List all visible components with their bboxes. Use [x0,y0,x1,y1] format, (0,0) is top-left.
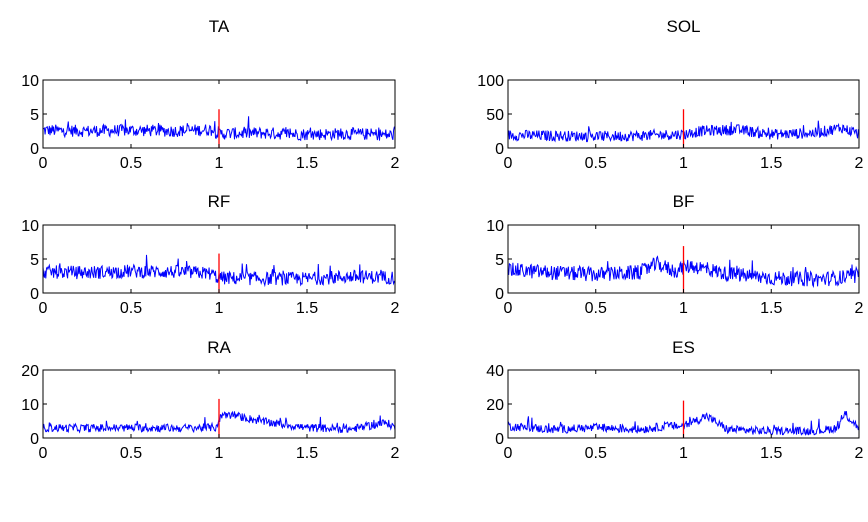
x-tick-label: 1.5 [296,300,318,317]
x-tick-label: 0.5 [120,155,142,172]
x-tick-label: 1 [679,300,688,317]
y-tick-label: 40 [486,363,504,380]
x-tick-label: 1.5 [760,445,782,462]
y-tick-label: 10 [486,218,504,235]
x-tick-label: 2 [391,445,400,462]
x-tick-label: 1.5 [760,155,782,172]
x-tick-label: 2 [391,300,400,317]
panel-rf: RF 0 0.5 1 1.5 2 0 5 10 [21,192,399,317]
x-tick-label: 1 [215,300,224,317]
y-tick-label: 10 [21,218,39,235]
x-tick-label: 1.5 [296,445,318,462]
y-tick-label: 0 [30,286,39,303]
panel-ta: TA 0 0.5 1 1.5 2 0 5 10 [21,17,399,172]
panel-title: RA [207,338,231,357]
panel-title: SOL [666,17,700,36]
y-tick-label: 50 [486,107,504,124]
panel-title: RF [208,192,231,211]
x-tick-label: 0.5 [585,155,607,172]
x-tick-label: 0 [504,445,513,462]
x-tick-label: 1 [679,445,688,462]
x-tick-label: 0 [39,155,48,172]
y-tick-label: 0 [495,286,504,303]
x-tick-label: 0 [39,300,48,317]
y-tick-label: 0 [30,141,39,158]
y-tick-label: 10 [21,397,39,414]
x-tick-label: 0 [504,155,513,172]
y-tick-label: 10 [21,73,39,90]
x-tick-label: 0.5 [585,300,607,317]
x-tick-label: 2 [855,155,864,172]
x-tick-label: 0 [39,445,48,462]
x-tick-label: 1.5 [296,155,318,172]
panel-title: ES [672,338,695,357]
y-tick-label: 5 [30,252,39,269]
y-tick-label: 0 [30,431,39,448]
x-tick-label: 2 [855,445,864,462]
x-tick-label: 1 [215,445,224,462]
x-tick-label: 2 [855,300,864,317]
x-tick-label: 0.5 [120,445,142,462]
y-tick-label: 100 [477,73,504,90]
y-tick-label: 5 [30,107,39,124]
x-tick-label: 0.5 [585,445,607,462]
y-tick-label: 5 [495,252,504,269]
x-tick-label: 1.5 [760,300,782,317]
panel-bf: BF 0 0.5 1 1.5 2 0 5 10 [486,192,863,317]
y-tick-label: 20 [486,397,504,414]
x-tick-label: 1 [215,155,224,172]
x-tick-label: 1 [679,155,688,172]
y-tick-label: 0 [495,141,504,158]
panel-sol: SOL 0 0.5 1 1.5 2 0 50 100 [477,17,863,172]
y-tick-label: 20 [21,363,39,380]
y-tick-label: 0 [495,431,504,448]
panel-title: BF [673,192,695,211]
x-tick-label: 0.5 [120,300,142,317]
x-tick-label: 2 [391,155,400,172]
panel-title: TA [209,17,230,36]
x-tick-label: 0 [504,300,513,317]
